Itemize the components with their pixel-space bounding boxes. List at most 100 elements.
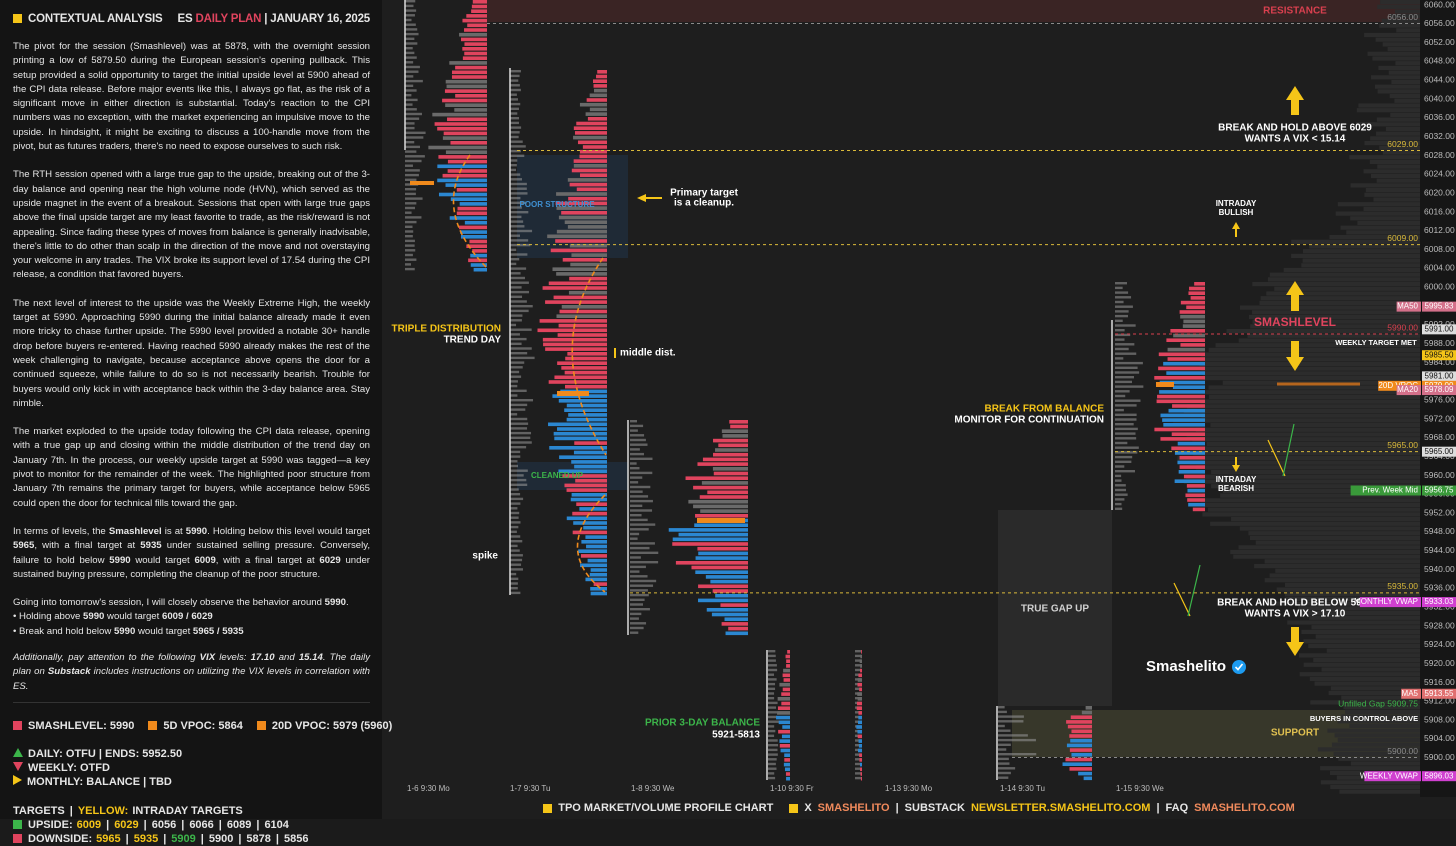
tpo-letters	[998, 720, 1024, 723]
price-tick-label: 5976.00	[1424, 394, 1455, 404]
tpo-letters	[510, 286, 522, 289]
tpo-letters	[510, 225, 525, 228]
tpo-letters	[510, 276, 525, 280]
tpo-letters	[510, 375, 522, 378]
footer-link[interactable]: SMASHELITO	[817, 802, 890, 814]
tpo-letters	[630, 575, 648, 578]
tpo-letters	[1115, 488, 1127, 492]
tpo-bar	[552, 394, 607, 398]
tpo-bar	[446, 84, 487, 89]
tpo-letters	[510, 262, 517, 266]
volume-profile	[1373, 197, 1420, 202]
tpo-bar	[702, 457, 748, 462]
tpo-letters	[405, 126, 415, 130]
tpo-letters	[855, 753, 862, 756]
annotation: TRUE GAP UP	[1021, 604, 1089, 615]
time-tick-label: 1-10 9:30 Fr	[770, 784, 814, 793]
price-tag-value: 5995.83	[1425, 302, 1454, 311]
tpo-bar	[445, 79, 487, 84]
text: 5965 / 5935	[192, 625, 244, 637]
volume-profile	[1285, 596, 1420, 602]
tpo-bar	[572, 511, 607, 516]
tpo-letters	[510, 79, 519, 82]
tpo-bar	[443, 131, 487, 136]
tpo-bar	[556, 192, 607, 196]
footer-link[interactable]: NEWSLETTER.SMASHELITO.COM	[970, 802, 1151, 814]
arrow-line	[1187, 564, 1201, 617]
tpo-letters	[998, 710, 1007, 714]
volume-profile	[1301, 629, 1420, 634]
paragraphs: The pivot for the session (Smashlevel) w…	[13, 40, 370, 582]
text: 5990	[324, 597, 346, 609]
tpo-letters	[768, 715, 778, 719]
text: , with a final target at	[34, 540, 141, 552]
price-tick-label: 5924.00	[1424, 639, 1455, 649]
volume-profile	[1238, 545, 1420, 550]
tpo-bar	[859, 762, 862, 767]
tpo-letters	[1115, 385, 1144, 388]
text: • Break and hold below	[13, 625, 114, 637]
tpo-letters	[510, 540, 523, 543]
text: under sustained selling pressure. Conver…	[13, 540, 371, 566]
tpo-bar	[1069, 767, 1092, 771]
tpo-letters	[630, 452, 644, 456]
volume-profile	[1321, 667, 1420, 672]
tpo-bar	[576, 187, 607, 192]
tpo-bar	[567, 352, 607, 356]
annotation: CLEANED UP	[531, 471, 584, 480]
tpo-letters	[510, 436, 531, 439]
tpo-bar	[564, 220, 607, 224]
tpo-bar	[466, 14, 487, 18]
tpo-bar	[728, 626, 748, 631]
tag-name: MA20	[1397, 385, 1418, 394]
footer-link[interactable]: SMASHELITO.COM	[1194, 802, 1295, 814]
tpo-letters	[768, 748, 778, 752]
chart: 6056.00 6029.00 6009.00 5990.00 5965.00 5935.…	[391, 0, 1456, 794]
tpo-bar	[1168, 408, 1205, 413]
target: 5909	[171, 832, 196, 845]
tpo-bar	[438, 192, 487, 197]
text: includes instructions on utilizing the V…	[13, 666, 370, 692]
price-tick-label: 5968.00	[1424, 432, 1455, 442]
tpo-bar	[457, 206, 487, 211]
level: 20D VPOC: 5979 (5960)	[271, 719, 393, 732]
arrows	[637, 86, 1304, 656]
tpo-bar	[1188, 502, 1205, 507]
tpo-bar	[1171, 446, 1205, 451]
tpo-bar	[570, 262, 607, 267]
tpo-letters	[1115, 314, 1128, 318]
tpo-letters	[855, 762, 862, 766]
tpo-bar	[1192, 507, 1205, 512]
tpo-bar	[573, 521, 607, 525]
volume-profile	[1343, 705, 1420, 710]
tpo-letters	[510, 201, 527, 204]
annotation: BEARISH	[1218, 484, 1254, 493]
tpo-letters	[510, 243, 531, 247]
tpo-letters	[1115, 357, 1124, 360]
level-label: 5900.00	[1387, 746, 1418, 756]
tpo-letters	[1115, 427, 1138, 431]
price-tag	[1422, 688, 1456, 699]
tpo-bar	[1183, 474, 1205, 479]
status-row: MONTHLY: BALANCE | TBD	[13, 774, 370, 789]
volume-profile	[1269, 573, 1420, 578]
volume-profile	[1374, 84, 1420, 89]
target: 6029	[114, 818, 139, 831]
volume-profile	[1254, 564, 1420, 569]
volume-profile	[1208, 385, 1420, 390]
volume-profile	[1391, 79, 1420, 85]
volume-profile	[1370, 136, 1420, 141]
tpo-bar	[462, 56, 487, 60]
text: Smashlevel	[108, 525, 162, 537]
plan-name: DAILY PLAN	[195, 13, 262, 25]
tpo-bar	[695, 556, 748, 560]
legend: SMASHLEVEL: 5990 5D VPOC: 5864 20D VPOC: 5…	[13, 719, 392, 846]
volume-profile	[1202, 371, 1420, 376]
volume-profile	[1338, 756, 1420, 761]
tag-name: MONTHLY VWAP	[1354, 597, 1418, 606]
volume-profile	[1247, 333, 1420, 338]
tpo-bar	[459, 225, 487, 230]
tpo-letters	[510, 309, 529, 313]
footer-text: TPO MARKET/VOLUME PROFILE CHART	[558, 802, 774, 814]
annotation: INTRADAY	[1216, 475, 1257, 484]
